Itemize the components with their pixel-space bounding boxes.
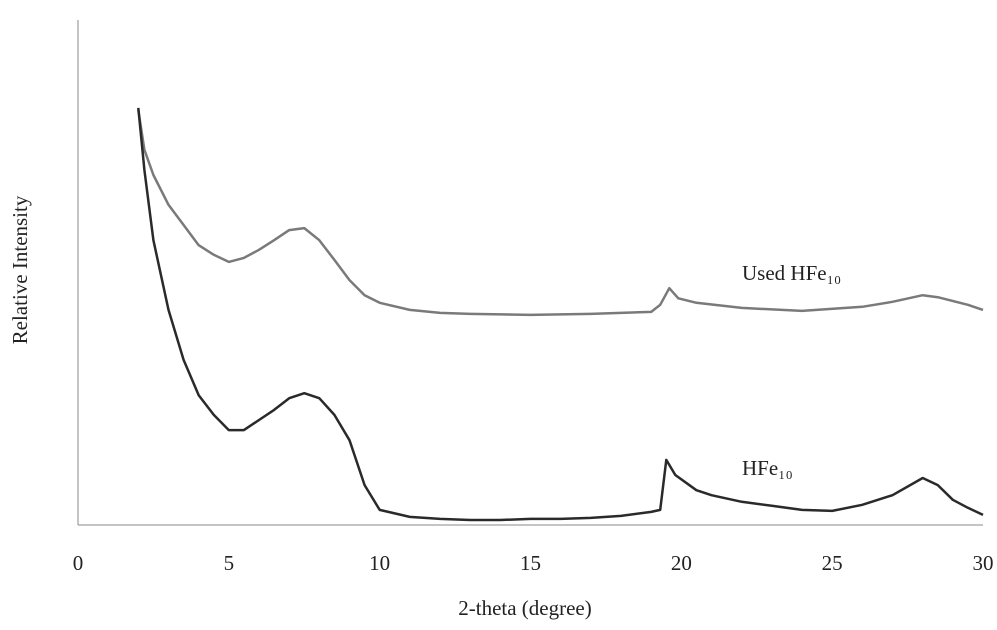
x-tick-label: 20 [671, 551, 692, 575]
x-tick-label: 30 [973, 551, 994, 575]
y-axis-title: Relative Intensity [8, 195, 32, 344]
series-label: HFe₁₀ [742, 456, 793, 480]
x-tick-label: 5 [224, 551, 235, 575]
series-label: Used HFe₁₀ [742, 261, 841, 285]
chart: 2-theta (degree) Relative Intensity 0 5 10… [0, 0, 997, 630]
x-tick-label: 25 [822, 551, 843, 575]
x-axis-title: 2-theta (degree) [458, 596, 592, 620]
x-tick-label: 10 [369, 551, 390, 575]
series-line [138, 110, 983, 315]
x-tick-label: 15 [520, 551, 541, 575]
x-tick-label: 0 [73, 551, 84, 575]
